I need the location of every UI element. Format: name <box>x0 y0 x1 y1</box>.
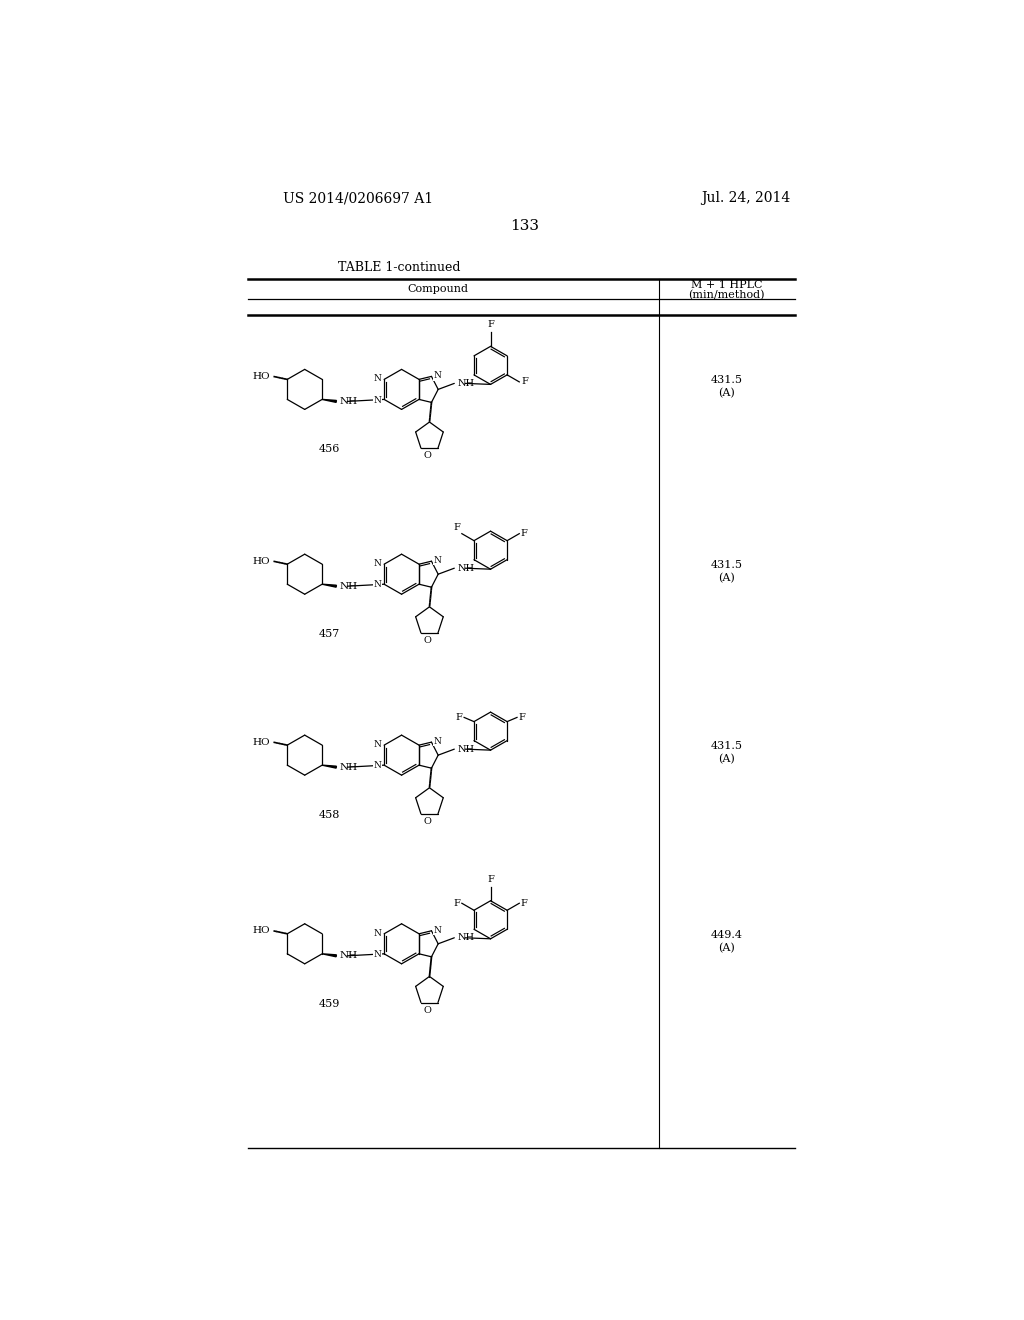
Text: N: N <box>433 371 441 380</box>
Text: HO: HO <box>253 738 270 747</box>
Polygon shape <box>323 585 337 587</box>
Text: N: N <box>433 925 441 935</box>
Text: N: N <box>374 374 382 383</box>
Text: NH: NH <box>339 397 357 407</box>
Text: (min/method): (min/method) <box>688 290 765 301</box>
Text: N: N <box>433 737 441 746</box>
Text: NH: NH <box>458 379 474 388</box>
Text: F: F <box>454 899 461 908</box>
Text: 431.5: 431.5 <box>711 375 742 385</box>
Text: F: F <box>521 529 527 539</box>
Text: F: F <box>487 321 494 329</box>
Text: (A): (A) <box>718 942 734 953</box>
Text: HO: HO <box>253 927 270 936</box>
Text: NH: NH <box>339 952 357 961</box>
Text: O: O <box>423 817 431 826</box>
Text: 431.5: 431.5 <box>711 560 742 570</box>
Text: N: N <box>374 950 382 960</box>
Text: N: N <box>374 741 382 748</box>
Text: N: N <box>374 558 382 568</box>
Text: NH: NH <box>458 933 474 942</box>
Text: F: F <box>454 523 461 532</box>
Text: F: F <box>521 899 527 908</box>
Text: 133: 133 <box>510 219 540 234</box>
Text: (A): (A) <box>718 573 734 583</box>
Text: O: O <box>423 636 431 645</box>
Text: NH: NH <box>339 582 357 591</box>
Polygon shape <box>323 400 337 403</box>
Text: N: N <box>374 928 382 937</box>
Text: M + 1 HPLC: M + 1 HPLC <box>690 280 762 290</box>
Polygon shape <box>323 954 337 957</box>
Text: 459: 459 <box>318 999 340 1008</box>
Text: F: F <box>487 875 494 883</box>
Text: NH: NH <box>339 763 357 772</box>
Text: N: N <box>374 762 382 771</box>
Text: 456: 456 <box>318 445 340 454</box>
Text: Jul. 24, 2014: Jul. 24, 2014 <box>701 191 791 206</box>
Text: US 2014/0206697 A1: US 2014/0206697 A1 <box>283 191 433 206</box>
Text: O: O <box>423 451 431 461</box>
Text: 449.4: 449.4 <box>711 929 742 940</box>
Text: (A): (A) <box>718 388 734 399</box>
Text: (A): (A) <box>718 754 734 764</box>
Text: F: F <box>521 378 528 387</box>
Text: F: F <box>518 713 525 722</box>
Text: HO: HO <box>253 557 270 566</box>
Text: F: F <box>456 713 463 722</box>
Text: NH: NH <box>458 564 474 573</box>
Text: O: O <box>423 1006 431 1015</box>
Polygon shape <box>323 766 337 768</box>
Text: Compound: Compound <box>408 284 469 293</box>
Text: NH: NH <box>458 744 474 754</box>
Text: 431.5: 431.5 <box>711 741 742 751</box>
Text: N: N <box>433 556 441 565</box>
Text: 458: 458 <box>318 810 340 820</box>
Text: 457: 457 <box>318 630 340 639</box>
Text: N: N <box>374 581 382 590</box>
Text: TABLE 1-continued: TABLE 1-continued <box>338 261 461 275</box>
Text: HO: HO <box>253 372 270 381</box>
Text: N: N <box>374 396 382 405</box>
